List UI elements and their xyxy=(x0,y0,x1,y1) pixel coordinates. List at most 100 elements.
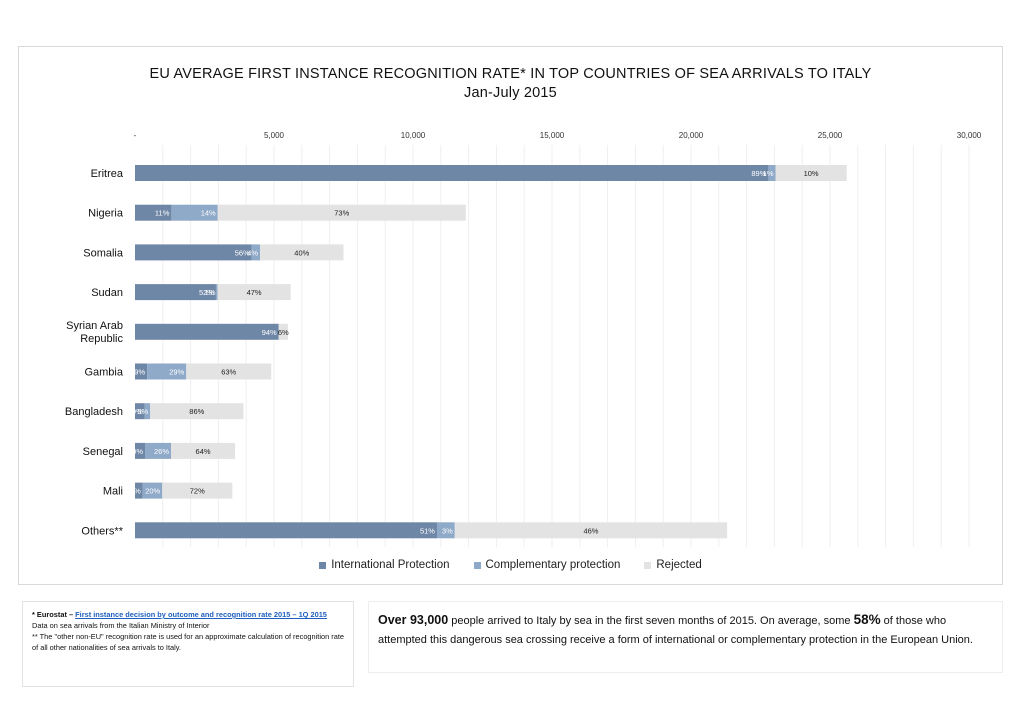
bar-segment xyxy=(147,363,187,380)
category-label: Senegal xyxy=(83,446,123,458)
data-label: 10% xyxy=(804,169,819,178)
bar-segment xyxy=(186,363,272,380)
data-label: 5% xyxy=(137,407,148,416)
summary-text-2: of those who attempted this dangerous se… xyxy=(378,615,973,646)
x-tick-label: 20,000 xyxy=(679,131,704,140)
bar-segment xyxy=(215,284,218,301)
bar-segment xyxy=(135,522,437,539)
data-label: 29% xyxy=(169,368,184,377)
data-label: 9% xyxy=(134,368,145,377)
category-label: Others** xyxy=(81,525,123,537)
data-label: 20% xyxy=(145,487,160,496)
bar-segment xyxy=(135,403,145,420)
legend-label-rejected: Rejected xyxy=(656,559,702,571)
legend-item-international: International Protection xyxy=(319,559,450,571)
data-label: 47% xyxy=(247,288,262,297)
data-label: 9% xyxy=(132,407,143,416)
x-tick-label: - xyxy=(134,131,137,140)
bar-segment xyxy=(135,165,769,181)
legend-swatch-international xyxy=(319,561,327,569)
eurostat-link[interactable]: First instance decision by outcome and r… xyxy=(75,610,327,619)
bar-segment xyxy=(171,204,218,221)
bar-segment xyxy=(162,482,233,499)
data-label: 10% xyxy=(128,447,143,456)
data-label: 52% xyxy=(199,288,214,297)
category-label: Mali xyxy=(103,486,123,498)
data-label: 8% xyxy=(130,487,141,496)
data-label: 86% xyxy=(189,407,204,416)
bar-segment xyxy=(135,363,148,380)
bar-segment xyxy=(768,165,776,181)
bar-segment xyxy=(454,522,728,539)
data-label: 46% xyxy=(583,526,598,535)
category-label: Syrian Arab Republic xyxy=(66,320,123,345)
bar-segment xyxy=(278,323,288,340)
bar-segment xyxy=(135,323,279,340)
legend-item-rejected: Rejected xyxy=(644,559,702,571)
category-label: Sudan xyxy=(91,287,123,299)
summary-arrivals-count: Over 93,000 xyxy=(378,613,449,627)
legend-label-complementary: Complementary protection xyxy=(485,559,621,571)
x-tick-label: 30,000 xyxy=(957,131,982,140)
bar-segment xyxy=(145,442,172,459)
data-label: 51% xyxy=(420,526,435,535)
bar-segment xyxy=(251,244,261,261)
bar-segment xyxy=(135,482,143,499)
bar-segment xyxy=(142,482,163,499)
data-label: 56% xyxy=(235,248,250,257)
data-label: 6% xyxy=(278,328,289,337)
data-label: 26% xyxy=(154,447,169,456)
chart-subtitle: Jan-July 2015 xyxy=(464,85,557,101)
footnote-other-nationalities: ** The "other non-EU" recognition rate i… xyxy=(32,632,344,652)
x-tick-label: 10,000 xyxy=(401,131,426,140)
bar-segment xyxy=(171,442,236,459)
data-label: 63% xyxy=(221,368,236,377)
x-tick-label: 15,000 xyxy=(540,131,565,140)
category-label: Nigeria xyxy=(88,208,124,220)
chart-plot: - 5,000 10,000 15,000 20,000 25,000 30,000 Erit… xyxy=(65,131,982,547)
summary-box: Over 93,000 people arrived to Italy by s… xyxy=(368,601,1003,673)
bar-segment xyxy=(135,284,216,301)
bar-segment xyxy=(135,204,172,221)
footnote-box: * Eurostat – First instance decision by … xyxy=(22,601,354,687)
legend-item-complementary: Complementary protection xyxy=(473,559,621,571)
data-label: 1% xyxy=(763,169,774,178)
summary-percent: 58% xyxy=(853,612,881,627)
data-label: 1% xyxy=(205,288,216,297)
bar-segment xyxy=(144,403,151,420)
bar-segment xyxy=(150,403,244,420)
chart-legend: International Protection Complementary p… xyxy=(19,559,1002,571)
bar-segment xyxy=(260,244,344,261)
legend-swatch-rejected xyxy=(644,561,652,569)
data-label: 72% xyxy=(190,487,205,496)
bar-segment xyxy=(217,284,291,301)
data-label: 64% xyxy=(196,447,211,456)
legend-swatch-complementary xyxy=(473,561,481,569)
data-label: 94% xyxy=(262,328,277,337)
data-label: 4% xyxy=(247,248,258,257)
data-label: 73% xyxy=(334,209,349,218)
bar-segment xyxy=(775,165,847,181)
legend-label-international: International Protection xyxy=(331,559,450,571)
data-label: 11% xyxy=(155,209,170,218)
data-label: 3% xyxy=(442,526,453,535)
summary-text-1: people arrived to Italy by sea in the fi… xyxy=(448,615,854,627)
footnote-prefix: * Eurostat – xyxy=(32,610,74,619)
bar-segment xyxy=(135,442,146,459)
x-tick-label: 5,000 xyxy=(264,131,285,140)
chart-frame: EU AVERAGE FIRST INSTANCE RECOGNITION RA… xyxy=(18,46,1003,585)
bar-segment xyxy=(217,204,466,221)
x-tick-label: 25,000 xyxy=(818,131,843,140)
data-label: 14% xyxy=(201,209,216,218)
data-label: 40% xyxy=(294,248,309,257)
footnote-source: * Eurostat – First instance decision by … xyxy=(32,609,344,631)
bar-segment xyxy=(436,522,455,539)
chart-title: EU AVERAGE FIRST INSTANCE RECOGNITION RA… xyxy=(149,66,872,82)
category-label: Gambia xyxy=(84,367,123,379)
category-label: Bangladesh xyxy=(65,406,123,418)
category-label: Somalia xyxy=(83,247,124,259)
category-label: Eritrea xyxy=(91,168,124,180)
footnote-suffix: Data on sea arrivals from the Italian Mi… xyxy=(32,621,210,630)
data-label: 89% xyxy=(751,169,766,178)
bar-segment xyxy=(135,244,252,261)
